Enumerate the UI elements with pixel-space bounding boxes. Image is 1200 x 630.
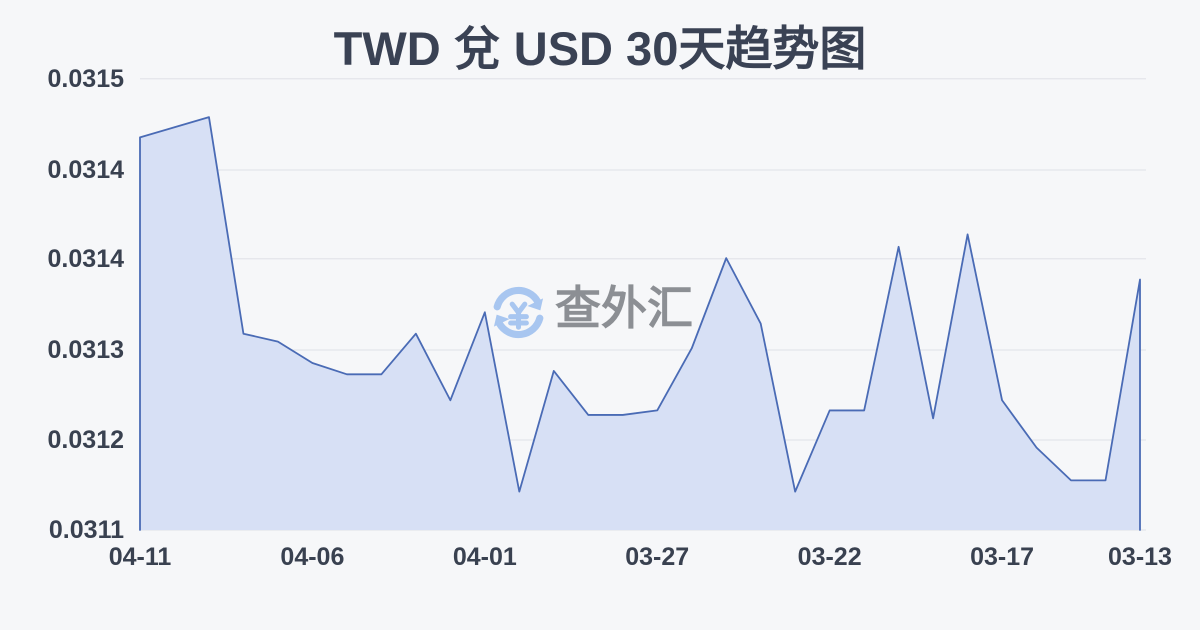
- svg-text:0.0313: 0.0313: [48, 336, 124, 364]
- svg-text:0.0314: 0.0314: [48, 156, 125, 184]
- svg-text:03-17: 03-17: [970, 543, 1034, 571]
- svg-text:04-06: 04-06: [280, 543, 344, 571]
- svg-text:0.0312: 0.0312: [48, 426, 124, 454]
- svg-text:查外汇: 查外汇: [555, 282, 693, 334]
- svg-text:0.0311: 0.0311: [49, 516, 124, 544]
- svg-text:04-01: 04-01: [453, 543, 517, 571]
- svg-text:03-27: 03-27: [625, 543, 689, 571]
- svg-text:03-22: 03-22: [798, 543, 862, 571]
- svg-text:03-13: 03-13: [1108, 543, 1172, 571]
- svg-text:04-11: 04-11: [109, 543, 172, 571]
- svg-text:0.0314: 0.0314: [48, 245, 125, 273]
